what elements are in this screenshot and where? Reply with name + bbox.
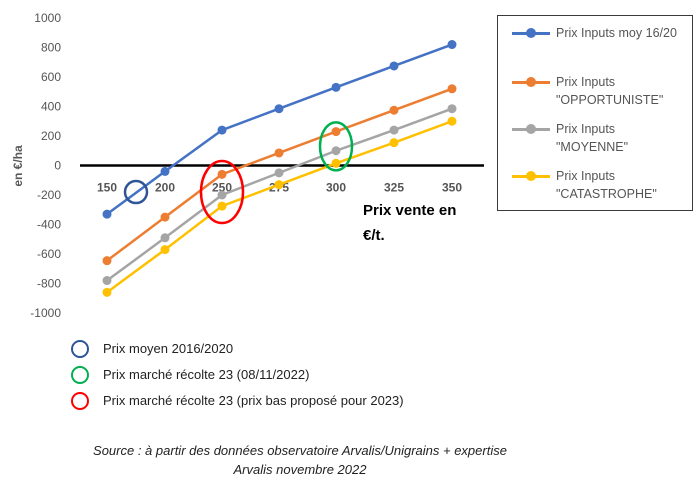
green-circle-icon: [71, 366, 89, 384]
data-point-1-2: [217, 169, 227, 179]
data-point-1-4: [331, 127, 341, 137]
y-tick-label: 0: [54, 159, 61, 173]
y-axis-label: en €/ha: [11, 145, 25, 187]
legend-label: Prix Inputs "CATASTROPHE": [556, 169, 657, 201]
data-point-1-3: [274, 148, 284, 158]
data-point-0-2: [217, 125, 227, 135]
x-tick-label: 150: [97, 181, 117, 195]
x-tick-label: 350: [442, 181, 462, 195]
data-point-1-6: [447, 84, 457, 94]
y-axis-ticks: 1000 800 600 400 200 0 -200 -400 -600 -800 -1000: [30, 11, 61, 320]
note-text: Prix marché récolte 23 (08/11/2022): [103, 367, 310, 382]
data-point-3-5: [389, 138, 399, 148]
note-text: Prix marché récolte 23 (prix bas proposé…: [103, 393, 404, 408]
note-text: Prix moyen 2016/2020: [103, 341, 234, 356]
legend-item: Prix Inputs moy 16/20: [504, 24, 690, 64]
legend-marker-icon: [526, 124, 536, 134]
annotation-ellipse: [199, 159, 245, 225]
red-circle-icon: [71, 392, 89, 410]
data-point-2-4: [331, 146, 341, 156]
legend-item: Prix Inputs "MOYENNE": [504, 120, 690, 160]
x-axis-label-line1: Prix vente en: [363, 202, 456, 219]
legend-marker-icon: [526, 77, 536, 87]
x-tick-label: 300: [326, 181, 346, 195]
annotation-circle: [123, 179, 149, 205]
legend-label: Prix Inputs "OPPORTUNISTE": [556, 75, 664, 107]
data-point-2-2: [217, 190, 227, 200]
data-point-2-3: [274, 168, 284, 178]
data-point-2-0: [102, 276, 112, 286]
x-axis-label-line2: €/t.: [363, 227, 385, 244]
series-layer: [102, 40, 457, 297]
data-point-3-3: [274, 180, 284, 190]
source-line-1: Source : à partir des données observatoi…: [93, 443, 507, 458]
y-tick-label: -800: [37, 277, 61, 291]
x-tick-label: 325: [384, 181, 404, 195]
source-caption: Source : à partir des données observatoi…: [30, 441, 570, 479]
data-point-2-6: [447, 104, 457, 114]
legend-item: Prix Inputs "CATASTROPHE": [504, 167, 690, 207]
data-point-1-0: [102, 256, 112, 266]
source-line-2: Arvalis novembre 2022: [233, 462, 367, 477]
y-tick-label: -200: [37, 188, 61, 202]
legend-marker-icon: [526, 28, 536, 38]
data-point-0-3: [274, 104, 284, 114]
legend-label: Prix Inputs "MOYENNE": [556, 122, 629, 154]
data-point-3-6: [447, 116, 457, 126]
data-point-2-5: [389, 125, 399, 135]
legend-item: Prix Inputs "OPPORTUNISTE": [504, 73, 690, 113]
y-tick-label: -1000: [30, 306, 61, 320]
y-tick-label: -400: [37, 218, 61, 232]
data-point-1-5: [389, 105, 399, 115]
legend-label: Prix Inputs moy 16/20: [556, 26, 677, 40]
data-point-3-1: [160, 245, 170, 255]
x-tick-label: 250: [212, 181, 232, 195]
data-point-0-4: [331, 82, 341, 92]
annotation-ellipse: [318, 121, 354, 172]
data-point-3-4: [331, 158, 341, 168]
y-tick-label: 400: [41, 100, 61, 114]
x-tick-label: 200: [155, 181, 175, 195]
x-axis-ticks: 150200250275300325350: [97, 181, 462, 195]
blue-circle-icon: [71, 340, 89, 358]
data-point-2-1: [160, 233, 170, 243]
y-tick-label: 1000: [34, 11, 61, 25]
data-point-0-0: [102, 209, 112, 219]
y-tick-label: -600: [37, 247, 61, 261]
data-point-0-5: [389, 61, 399, 71]
legend-marker-icon: [526, 171, 536, 181]
chart-legend: Prix Inputs moy 16/20 Prix Inputs "OPPORT…: [497, 15, 693, 211]
data-point-0-1: [160, 166, 170, 176]
data-point-3-0: [102, 287, 112, 297]
y-tick-label: 600: [41, 70, 61, 84]
data-point-1-1: [160, 212, 170, 222]
annotation-layer: [123, 121, 354, 225]
data-point-3-2: [217, 201, 227, 211]
y-tick-label: 200: [41, 129, 61, 143]
data-point-0-6: [447, 40, 457, 50]
y-tick-label: 800: [41, 41, 61, 55]
